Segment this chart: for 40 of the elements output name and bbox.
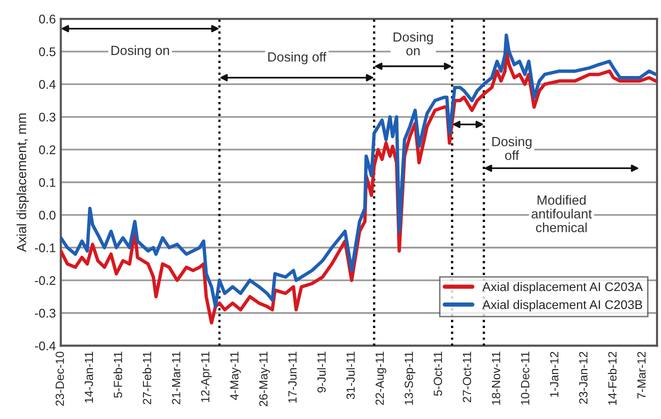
y-tick-label: 0.1 [39,178,56,187]
x-tick-label: 12-Apr-11 [201,352,212,402]
x-tick-label: 17-Jun-11 [288,352,297,403]
x-tick-label: 23-Jan-12 [579,352,588,404]
x-tick-label: 23-Dec-10 [56,352,64,406]
y-tick-label: -0.4 [34,341,56,350]
x-tick-label: 31-Jul-11 [346,352,355,400]
y-tick-label: 0.4 [39,80,56,89]
x-tick-label: 14-Feb-12 [608,352,617,405]
y-axis-title: Axial displacement, mm [16,113,29,252]
y-tick-label: 0.2 [39,145,56,154]
x-tick-label: 13-Sep-11 [404,352,416,405]
y-tick-label: 0.3 [39,112,56,122]
x-tick-label: 5-Oct-11 [434,352,442,396]
y-tick-label: 0.6 [39,14,56,24]
x-tick-label: 18-Nov-11 [492,352,500,405]
y-tick-label: 0.5 [39,47,56,56]
annotation: Dosing off [268,52,326,64]
x-tick-label: 27-Oct-11 [462,352,472,402]
y-tick-label: -0.3 [34,308,56,318]
x-tick-label: 4-May-11 [230,352,241,400]
y-tick-label: 0.0 [39,210,56,220]
x-tick-label: 22-Aug-11 [376,352,386,405]
x-tick-label: 26-May-11 [259,352,270,406]
x-tick-label: 7-Mar-12 [637,352,646,399]
legend-label: Axial displacement AI C203A [482,282,643,294]
annotation: Dosing on [112,45,169,58]
y-tick-label: -0.1 [34,243,56,252]
x-tick-label: 27-Feb-11 [142,352,152,404]
y-tick-label: -0.2 [34,276,56,285]
x-tick-label: 10-Dec-11 [520,352,530,405]
annotation: Dosing on [394,32,433,56]
annotation: Modified antifoulant chemical [532,195,592,232]
x-tick-label: 21-Mar-11 [172,352,180,404]
legend-label: Axial displacement AI C203B [482,300,642,312]
x-tick-label: 14-Jan-11 [84,352,94,403]
x-tick-label: 9-Jul-11 [317,352,326,392]
annotation: Dosing off [492,136,532,160]
x-tick-label: 5-Feb-11 [113,352,122,398]
x-tick-label: 1-Jan-12 [550,352,558,397]
